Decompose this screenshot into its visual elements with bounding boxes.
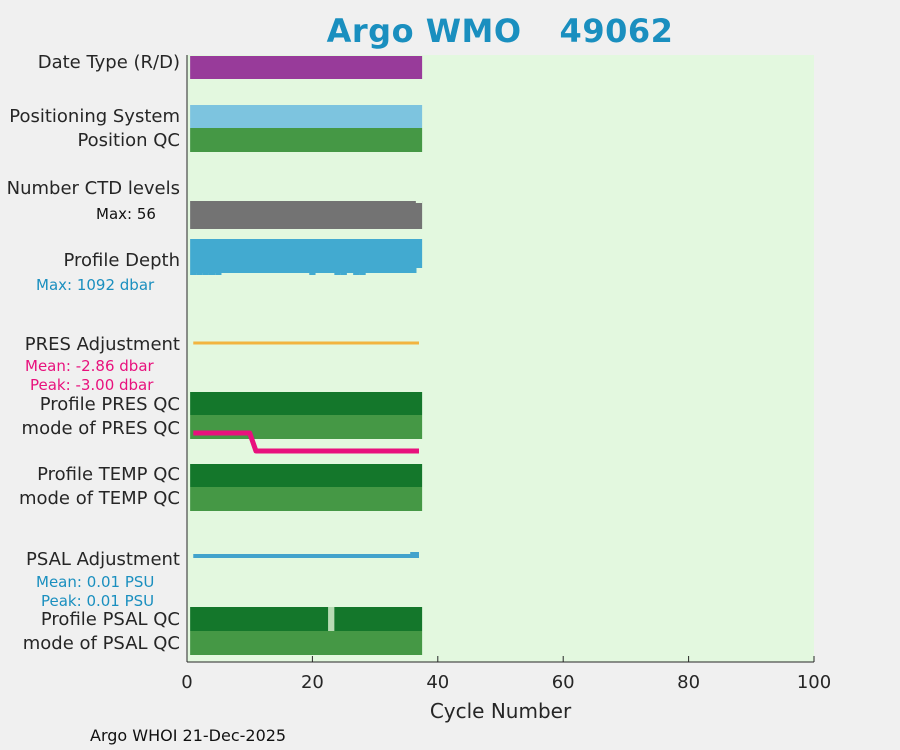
profile-depth-notch-2 [202, 273, 209, 275]
profile-depth-notch-6 [334, 273, 341, 275]
label-mode-temp-qc: mode of TEMP QC [18, 488, 180, 509]
date-type-bar [190, 56, 423, 79]
depth-max-label: Max: 1092 dbar [36, 276, 155, 294]
mode-pres-qc-line [193, 430, 419, 454]
footer-credit: Argo WHOI 21-Dec-2025 [90, 726, 287, 745]
x-tick-label-4: 80 [677, 672, 701, 693]
label-profile-psal-qc: Profile PSAL QC [40, 609, 180, 630]
psal-mean-label: Mean: 0.01 PSU [36, 573, 155, 591]
profile-depth-notch-0 [190, 273, 197, 275]
profile-depth-notch-9 [359, 273, 366, 275]
profile-depth-lower-band [190, 268, 417, 273]
mode-psal-qc-bar [190, 631, 423, 655]
pres-peak-label: Peak: -3.00 dbar [30, 376, 154, 394]
profile-depth-notch-8 [353, 273, 360, 275]
label-mode-pres-qc: mode of PRES QC [21, 418, 180, 439]
label-mode-psal-qc: mode of PSAL QC [22, 633, 180, 654]
profile-depth-notch-1 [196, 273, 203, 275]
label-profile-pres-qc: Profile PRES QC [39, 394, 180, 415]
profile-psal-qc-bar [190, 607, 423, 631]
ctd-max-label: Max: 56 [96, 205, 156, 223]
label-position-qc: Position QC [77, 130, 180, 151]
positioning-system-bar [190, 105, 423, 128]
label-ctd-levels: Number CTD levels [6, 178, 180, 199]
label-date-type: Date Type (R/D) [37, 52, 180, 73]
x-tick-label-1: 20 [300, 672, 324, 693]
pres-mean-label: Mean: -2.86 dbar [25, 357, 154, 375]
profile-pres-qc-bar [190, 392, 423, 415]
profile-depth-notch-4 [215, 273, 222, 275]
profile-depth-notch-7 [340, 273, 347, 275]
x-tick-label-2: 40 [426, 672, 450, 693]
page-title: Argo WMO 49062 [0, 12, 900, 50]
profile-depth-notch-5 [309, 273, 316, 275]
label-psal-adjustment: PSAL Adjustment [25, 549, 180, 570]
label-profile-depth: Profile Depth [63, 250, 180, 271]
ctd-levels-notch [415, 201, 423, 203]
psal-adjustment-end [410, 552, 419, 558]
mode-temp-qc-bar [190, 487, 423, 511]
label-positioning-system: Positioning System [9, 106, 180, 127]
x-tick-label-3: 60 [551, 672, 575, 693]
x-axis-label: Cycle Number [429, 699, 572, 723]
label-profile-temp-qc: Profile TEMP QC [37, 464, 180, 485]
ctd-levels-bar [190, 201, 423, 229]
psal-qc-gap-0 [328, 607, 335, 631]
plot-area [187, 55, 814, 662]
x-tick-label-5: 100 [796, 672, 832, 693]
profile-depth-bar [190, 239, 423, 268]
psal-peak-label: Peak: 0.01 PSU [41, 592, 155, 610]
x-tick-label-0: 0 [181, 672, 193, 693]
profile-depth-notch-3 [208, 273, 216, 275]
position-qc-bar [190, 128, 423, 152]
profile-temp-qc-bar [190, 464, 423, 487]
label-pres-adjustment: PRES Adjustment [24, 334, 180, 355]
title-prefix: Argo WMO [326, 12, 522, 50]
title-number: 49062 [559, 12, 674, 50]
